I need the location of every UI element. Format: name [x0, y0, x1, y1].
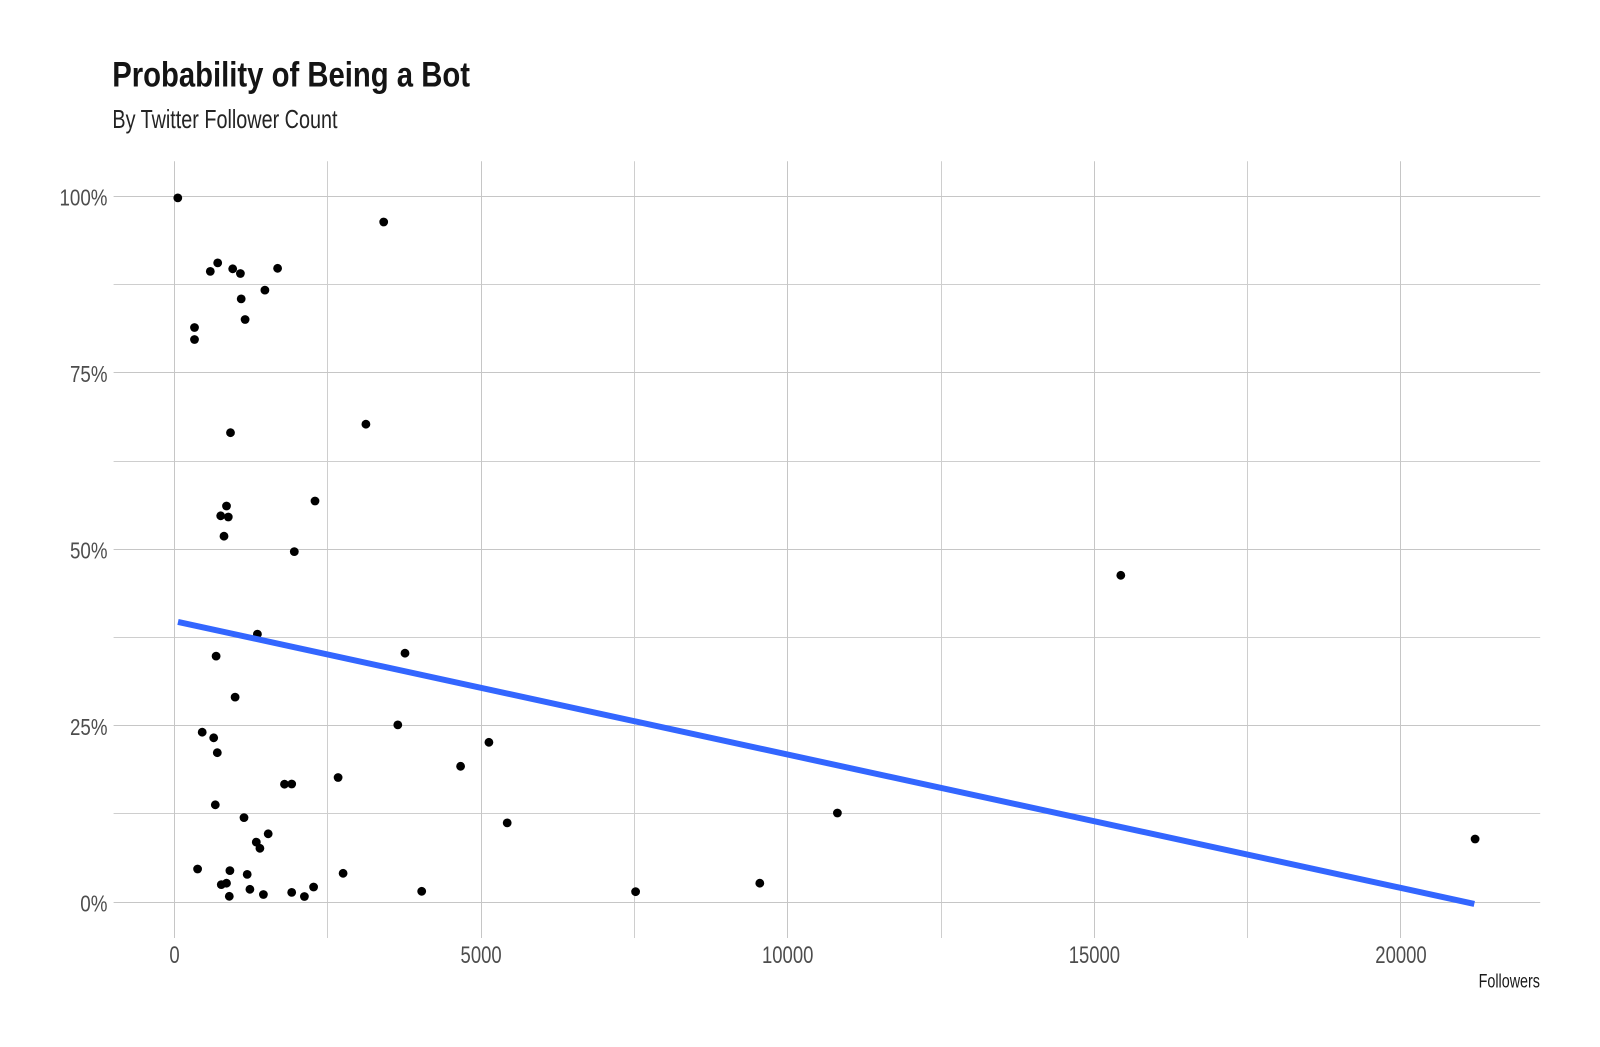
svg-text:10000: 10000 [762, 942, 813, 969]
svg-text:0: 0 [169, 942, 179, 969]
svg-text:100%: 100% [60, 185, 108, 211]
svg-text:Followers: Followers [1479, 972, 1540, 993]
svg-text:By Twitter Follower Count: By Twitter Follower Count [112, 104, 338, 134]
svg-text:15000: 15000 [1069, 942, 1120, 969]
svg-text:50%: 50% [70, 538, 108, 564]
svg-text:75%: 75% [70, 361, 108, 387]
svg-text:25%: 25% [70, 714, 108, 740]
svg-text:Probability of Being a Bot: Probability of Being a Bot [112, 54, 470, 94]
svg-text:20000: 20000 [1375, 942, 1426, 969]
svg-text:5000: 5000 [461, 942, 502, 969]
svg-text:0%: 0% [80, 890, 107, 916]
